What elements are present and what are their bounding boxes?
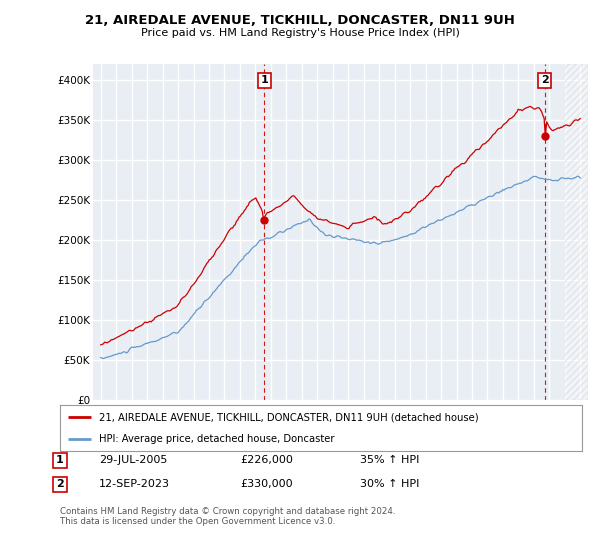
Text: HPI: Average price, detached house, Doncaster: HPI: Average price, detached house, Donc… bbox=[99, 435, 335, 444]
Text: £330,000: £330,000 bbox=[240, 479, 293, 489]
Text: Contains HM Land Registry data © Crown copyright and database right 2024.
This d: Contains HM Land Registry data © Crown c… bbox=[60, 507, 395, 526]
Text: 1: 1 bbox=[260, 76, 268, 85]
Text: 35% ↑ HPI: 35% ↑ HPI bbox=[360, 455, 419, 465]
Text: 21, AIREDALE AVENUE, TICKHILL, DONCASTER, DN11 9UH (detached house): 21, AIREDALE AVENUE, TICKHILL, DONCASTER… bbox=[99, 412, 479, 422]
Text: 2: 2 bbox=[56, 479, 64, 489]
Text: £226,000: £226,000 bbox=[240, 455, 293, 465]
Text: 21, AIREDALE AVENUE, TICKHILL, DONCASTER, DN11 9UH: 21, AIREDALE AVENUE, TICKHILL, DONCASTER… bbox=[85, 14, 515, 27]
Text: 12-SEP-2023: 12-SEP-2023 bbox=[99, 479, 170, 489]
Bar bbox=[565, 64, 588, 400]
Text: Price paid vs. HM Land Registry's House Price Index (HPI): Price paid vs. HM Land Registry's House … bbox=[140, 28, 460, 38]
Text: 1: 1 bbox=[56, 455, 64, 465]
Text: 30% ↑ HPI: 30% ↑ HPI bbox=[360, 479, 419, 489]
Text: 2: 2 bbox=[541, 76, 549, 85]
Text: 29-JUL-2005: 29-JUL-2005 bbox=[99, 455, 167, 465]
